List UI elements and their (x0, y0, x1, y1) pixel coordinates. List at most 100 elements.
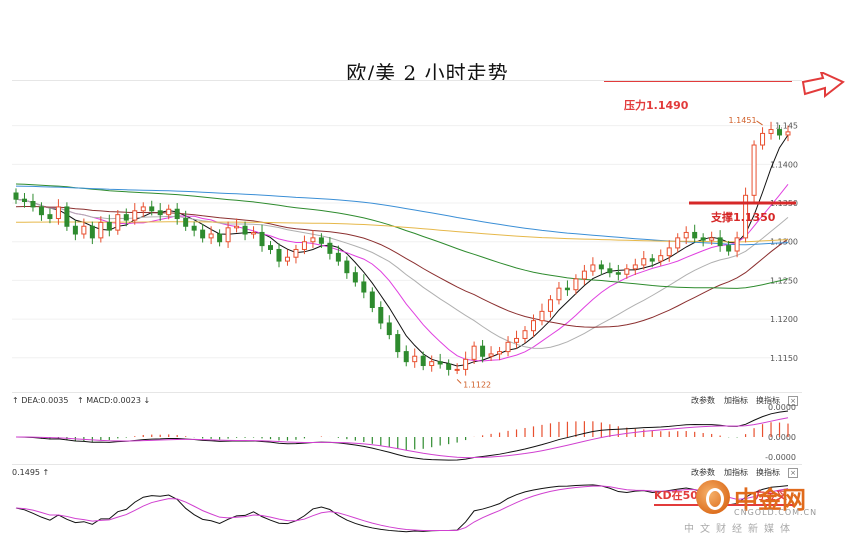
candle-body (132, 210, 138, 221)
price-chart: 1.11501.12001.12501.13001.13501.14001.14… (12, 80, 798, 389)
candle (590, 257, 596, 276)
cngold-logo-icon (696, 480, 730, 514)
y-tick-label: 1.1200 (770, 315, 798, 324)
candle-body (641, 258, 647, 266)
macd-close-icon[interactable]: × (788, 396, 798, 406)
candle (539, 303, 545, 326)
candle (106, 214, 112, 237)
candle (89, 221, 95, 245)
ma-line-ma10 (15, 183, 789, 362)
candle (675, 233, 681, 253)
candle (505, 336, 511, 357)
candle-body (217, 233, 223, 243)
candle-body (726, 245, 732, 252)
candle-body (734, 237, 740, 252)
candle-body (632, 264, 638, 270)
candle (581, 264, 587, 286)
macd-y-tick: 0.0000 (768, 433, 796, 442)
candle-body (760, 132, 766, 146)
candle-body (743, 194, 749, 239)
candle (30, 193, 36, 212)
candle-body (208, 233, 214, 239)
candle-body (140, 206, 146, 212)
candle-body (64, 206, 70, 227)
resistance-label: 压力1.1490 (624, 98, 689, 112)
macd-add-indicator-button[interactable]: 加指标 (724, 396, 748, 405)
candle (293, 244, 299, 264)
up-arrow-icon: ↑ (77, 396, 84, 405)
up-arrow-icon: ↑ (42, 468, 50, 477)
candle (242, 221, 248, 241)
candle (395, 329, 401, 358)
candle (72, 220, 78, 241)
candle (437, 353, 443, 369)
candle (556, 281, 562, 305)
candle-body (81, 225, 87, 235)
candle-body (310, 237, 316, 243)
candle-body (530, 320, 536, 332)
candle (344, 256, 350, 279)
candle-body (420, 355, 426, 367)
candle (276, 243, 282, 268)
kd-d-line (15, 485, 789, 532)
candle-body (624, 268, 630, 275)
candle-body (259, 231, 265, 247)
candle (615, 264, 621, 281)
candle-body (191, 225, 197, 231)
kd-annotation-tail: 方金叉 (754, 489, 787, 502)
kd-switch-indicator-button[interactable]: 换指标 (756, 468, 780, 477)
candle (301, 235, 307, 255)
candle-body (607, 268, 613, 274)
candle-body (463, 358, 469, 370)
candle (683, 226, 689, 245)
y-tick-label: 1.145 (775, 122, 798, 131)
candle (217, 229, 223, 247)
candle (666, 240, 672, 262)
candle-body (497, 351, 503, 355)
candle (140, 202, 146, 217)
candle-body (21, 198, 27, 203)
candle-body (268, 245, 274, 250)
candle-body (327, 242, 333, 254)
candle (514, 330, 520, 349)
candle (480, 339, 486, 363)
candle (607, 262, 613, 278)
candle-body (692, 231, 698, 239)
watermark: 中金网 CNGOLD.COM.CN 中文财经新媒体 (684, 474, 841, 535)
annotation-pointer (456, 379, 462, 384)
candle-body (361, 281, 367, 293)
candle (98, 216, 104, 243)
candle (123, 208, 129, 227)
candle-body (598, 264, 604, 270)
candle-body (403, 351, 409, 363)
macd-switch-indicator-button[interactable]: 换指标 (756, 396, 780, 405)
candle (335, 245, 341, 266)
candle (717, 230, 723, 252)
candle (149, 200, 155, 216)
annotation-pointer (756, 120, 763, 126)
candle (183, 210, 189, 231)
candle (251, 226, 257, 239)
candle-body (505, 341, 511, 353)
kd-change-params-button[interactable]: 改参数 (691, 468, 715, 477)
candle (522, 326, 528, 344)
watermark-sub: 中文财经新媒体 (684, 524, 796, 535)
candle (361, 274, 367, 299)
candle (700, 233, 706, 247)
candle-body (225, 227, 231, 243)
candle-body (47, 214, 53, 220)
kd-annotation: KD在50 (654, 489, 698, 502)
kd-close-icon[interactable]: × (788, 468, 798, 478)
watermark-en: CNGOLD.COM.CN (734, 508, 818, 517)
candle-body (768, 129, 774, 134)
candle (777, 124, 783, 140)
candle (225, 221, 231, 248)
kd-value-label: 0.1495 ↑ (12, 468, 50, 477)
candle-body (378, 307, 384, 324)
kd-add-indicator-button[interactable]: 加指标 (724, 468, 748, 477)
ma-line-ma60 (15, 183, 789, 289)
candle (785, 125, 791, 142)
candle (463, 351, 469, 376)
macd-change-params-button[interactable]: 改参数 (691, 396, 715, 405)
candle-body (335, 252, 341, 262)
